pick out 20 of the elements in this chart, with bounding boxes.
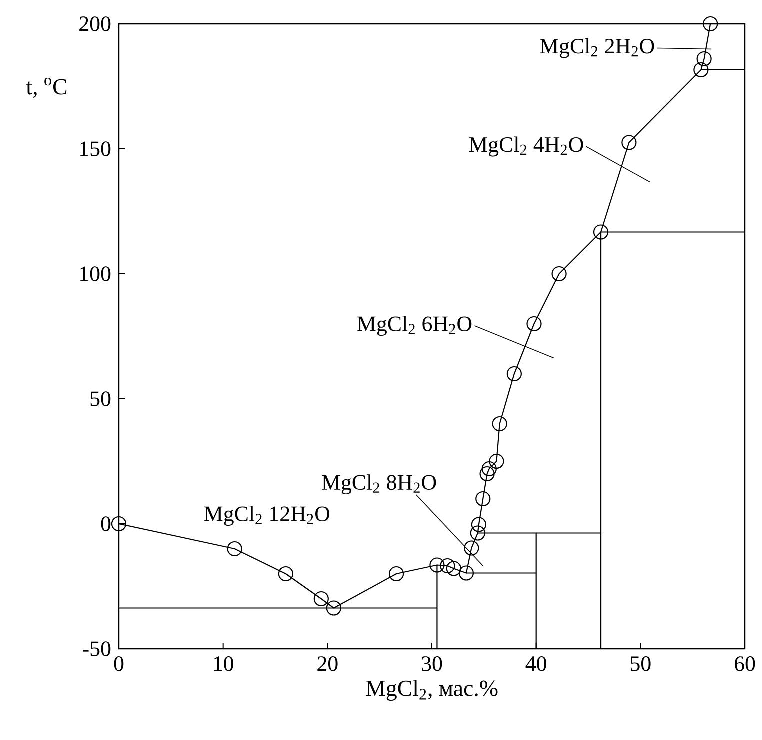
y-tick-label: 50: [90, 392, 111, 406]
annotation: MgCl$_{2}$ 6H$_{2}$O: [358, 316, 472, 336]
y-tick-label: -50: [83, 642, 111, 656]
x-tick-label: 40: [526, 656, 546, 672]
y-tick-label: 150: [80, 142, 111, 156]
annotation: MgCl$_{2}$ 4H$_{2}$O: [469, 136, 584, 157]
y-axis-title: t, $^{o}$C: [26, 78, 67, 98]
x-tick-label: 0: [114, 656, 124, 672]
y-tick-label: 200: [80, 16, 111, 32]
annotation: MgCl$_{2}$ 2H$_{2}$O: [540, 38, 654, 58]
x-tick-label: 20: [318, 656, 338, 672]
annotation: MgCl$_{2}$ 12H$_{2}$O: [204, 506, 330, 526]
x-axis-title: MgCl$_{2}$, мас.%: [366, 680, 498, 702]
x-tick-label: 30: [422, 656, 442, 672]
annotation: MgCl$_{2}$ 8H$_{2}$O: [322, 474, 436, 495]
y-tick-label: 0: [101, 516, 111, 532]
x-tick-label: 50: [630, 656, 651, 672]
x-tick-label: 10: [214, 656, 234, 672]
y-tick-label: 100: [80, 266, 111, 282]
x-tick-label: 60: [734, 656, 756, 672]
